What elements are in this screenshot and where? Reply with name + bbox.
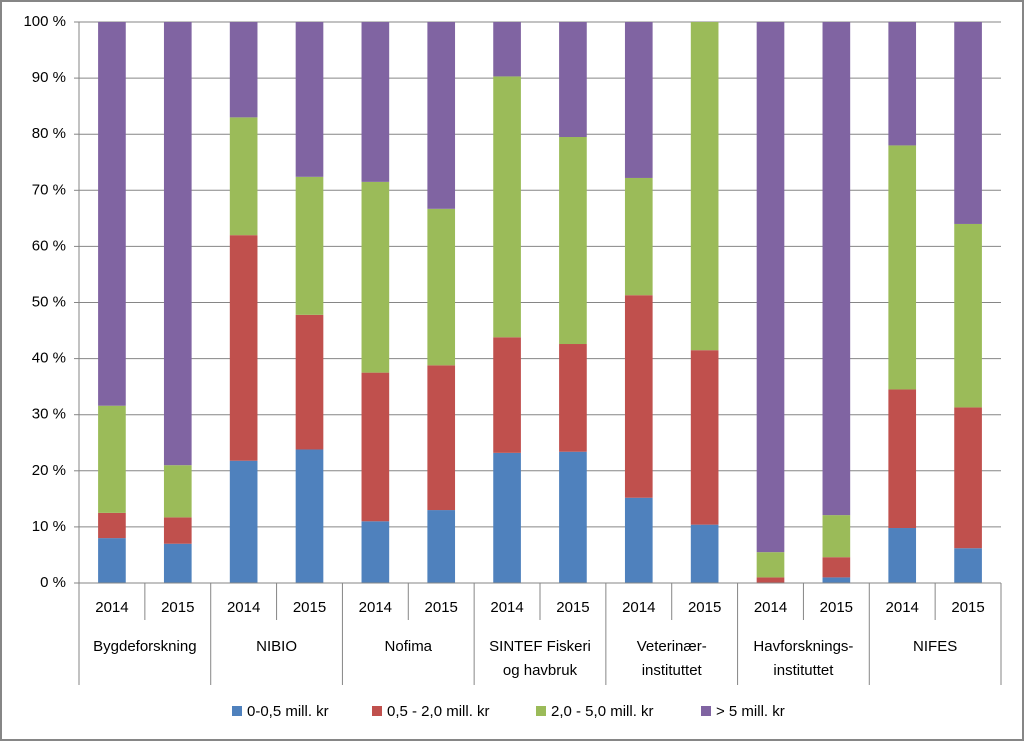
- bar-segment: [756, 22, 785, 553]
- bar-segment: [493, 452, 521, 583]
- bar-segment: [822, 515, 851, 558]
- bar-segment: [888, 22, 917, 146]
- bar-segment: [98, 512, 126, 539]
- bar-segment: [888, 145, 917, 390]
- legend-label: 0-0,5 mill. kr: [247, 703, 329, 720]
- group-label: SINTEF Fiskeri: [489, 638, 591, 655]
- y-tick-label: 30 %: [32, 406, 66, 423]
- bar-segment: [427, 365, 456, 511]
- bar-segment: [295, 176, 324, 315]
- bar-segment: [559, 451, 587, 583]
- group-label: NIBIO: [256, 638, 297, 655]
- x-tick-label: 2015: [820, 599, 853, 616]
- bar-segment: [427, 22, 456, 209]
- bar-segment: [888, 389, 917, 529]
- bar-segment: [163, 22, 192, 466]
- bar-segment: [559, 22, 587, 138]
- bar-segment: [690, 524, 719, 583]
- legend-swatch: [372, 706, 382, 716]
- bar-segment: [624, 22, 653, 178]
- legend-swatch: [232, 706, 242, 716]
- bar-segment: [98, 405, 126, 513]
- bar-segment: [295, 449, 324, 583]
- y-tick-label: 20 %: [32, 462, 66, 479]
- bar-segment: [295, 22, 324, 177]
- bar-segment: [361, 22, 390, 182]
- x-tick-label: 2015: [425, 599, 458, 616]
- x-tick-label: 2014: [95, 599, 128, 616]
- bar-segment: [559, 137, 587, 345]
- bar-segment: [427, 208, 456, 366]
- y-tick-label: 100 %: [23, 13, 66, 30]
- legend-swatch: [701, 706, 711, 716]
- bar-segment: [624, 295, 653, 498]
- bar-segment: [361, 181, 390, 373]
- bar-segment: [361, 521, 390, 583]
- legend-label: > 5 mill. kr: [716, 703, 785, 720]
- bar-segment: [690, 350, 719, 525]
- group-label: Veterinær-: [637, 638, 707, 655]
- x-tick-label: 2015: [293, 599, 326, 616]
- bar-segment: [954, 223, 982, 408]
- bar-segment: [756, 552, 785, 578]
- bar-segment: [295, 314, 324, 450]
- bar-segment: [163, 543, 192, 583]
- bar-segment: [229, 117, 258, 236]
- bar-segment: [624, 497, 653, 583]
- y-tick-label: 90 %: [32, 69, 66, 86]
- bar-segment: [559, 344, 587, 452]
- y-tick-label: 60 %: [32, 237, 66, 254]
- bar-segment: [954, 548, 982, 583]
- legend-swatch: [536, 706, 546, 716]
- x-tick-label: 2015: [951, 599, 984, 616]
- x-tick-label: 2014: [886, 599, 919, 616]
- legend-label: 2,0 - 5,0 mill. kr: [551, 703, 654, 720]
- bar-segment: [493, 22, 521, 77]
- group-label: instituttet: [773, 662, 834, 679]
- bar-segment: [98, 22, 126, 406]
- bar-segment: [229, 460, 258, 583]
- x-tick-label: 2014: [490, 599, 523, 616]
- bar-segment: [690, 22, 719, 351]
- bar-segment: [229, 22, 258, 118]
- y-tick-label: 40 %: [32, 350, 66, 367]
- bar-segment: [822, 577, 851, 583]
- bar-segment: [822, 557, 851, 578]
- bar-segment: [229, 235, 258, 461]
- bar-segment: [98, 538, 126, 583]
- x-tick-label: 2014: [754, 599, 787, 616]
- x-tick-label: 2014: [622, 599, 655, 616]
- bar-segment: [427, 510, 456, 583]
- bar-segment: [163, 465, 192, 518]
- group-label: Bygdeforskning: [93, 638, 196, 655]
- x-tick-label: 2014: [227, 599, 260, 616]
- bar-segment: [163, 517, 192, 544]
- bar-segment: [954, 407, 982, 549]
- y-tick-label: 70 %: [32, 181, 66, 198]
- group-label: og havbruk: [503, 662, 578, 679]
- group-label: instituttet: [642, 662, 703, 679]
- bar-segment: [624, 177, 653, 296]
- bar-segment: [493, 337, 521, 453]
- bar-segment: [493, 76, 521, 338]
- legend-label: 0,5 - 2,0 mill. kr: [387, 703, 490, 720]
- bar-segment: [888, 528, 917, 583]
- x-tick-label: 2015: [688, 599, 721, 616]
- x-tick-label: 2015: [556, 599, 589, 616]
- y-tick-label: 50 %: [32, 293, 66, 310]
- y-tick-label: 10 %: [32, 518, 66, 535]
- group-label: Havforsknings-: [753, 638, 853, 655]
- y-tick-label: 80 %: [32, 125, 66, 142]
- x-tick-label: 2015: [161, 599, 194, 616]
- bar-segment: [954, 22, 982, 224]
- group-label: NIFES: [913, 638, 957, 655]
- bar-segment: [756, 577, 785, 583]
- bar-segment: [822, 22, 851, 516]
- group-label: Nofima: [385, 638, 433, 655]
- y-tick-label: 0 %: [40, 574, 66, 591]
- bar-segment: [361, 372, 390, 522]
- x-tick-label: 2014: [359, 599, 392, 616]
